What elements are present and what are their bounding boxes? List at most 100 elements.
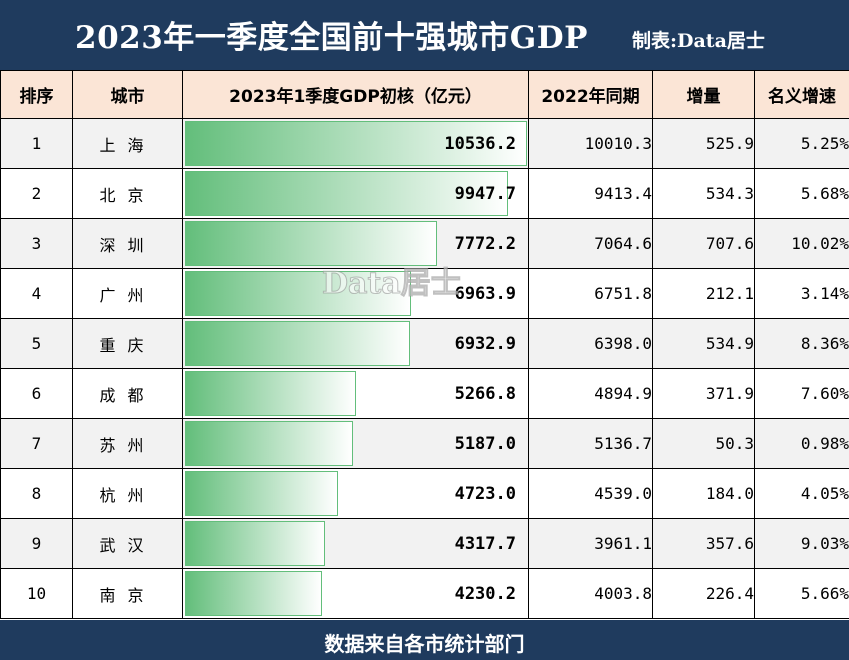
increase-cell: 212.1 — [652, 268, 755, 319]
increase-cell: 357.6 — [652, 518, 755, 569]
table-row: 4 广州 6963.9 6751.8 212.1 3.14% — [0, 268, 849, 319]
table-header-row: 排序 城市 2023年1季度GDP初核（亿元） 2022年同期 增量 名义增速 — [0, 70, 849, 119]
city-cell: 苏州 — [72, 418, 183, 469]
growth-rate-cell: 9.03% — [754, 518, 849, 569]
table-row: 1 上海 10536.2 10010.3 525.9 5.25% — [0, 118, 849, 169]
column-header-rank: 排序 — [0, 70, 73, 119]
increase-cell: 226.4 — [652, 568, 755, 619]
gdp-value-label: 4317.7 — [454, 533, 516, 554]
growth-rate-cell: 0.98% — [754, 418, 849, 469]
gdp-bar — [185, 421, 353, 466]
gdp-value-label: 4230.2 — [454, 583, 516, 604]
gdp-2022-cell: 7064.6 — [528, 218, 653, 269]
table-row: 7 苏州 5187.0 5136.7 50.3 0.98% — [0, 418, 849, 469]
maker-credit: 制表:Data居士 — [632, 30, 765, 52]
footer-banner: 数据来自各市统计部门 — [0, 620, 849, 660]
gdp-cell: 9947.7 — [182, 168, 529, 219]
rank-cell: 1 — [0, 118, 73, 169]
gdp-bar — [185, 321, 410, 366]
city-cell: 深圳 — [72, 218, 183, 269]
table-row: 9 武汉 4317.7 3961.1 357.6 9.03% — [0, 518, 849, 569]
rank-cell: 6 — [0, 368, 73, 419]
rank-cell: 2 — [0, 168, 73, 219]
gdp-bar — [185, 221, 437, 266]
city-cell: 武汉 — [72, 518, 183, 569]
gdp-bar — [185, 271, 411, 316]
gdp-2022-cell: 4894.9 — [528, 368, 653, 419]
gdp-cell: 7772.2 — [182, 218, 529, 269]
city-cell: 上海 — [72, 118, 183, 169]
city-cell: 重庆 — [72, 318, 183, 369]
gdp-bar — [185, 171, 508, 216]
rank-cell: 5 — [0, 318, 73, 369]
column-header-increase: 增量 — [652, 70, 755, 119]
increase-cell: 534.9 — [652, 318, 755, 369]
data-source-note: 数据来自各市统计部门 — [324, 632, 525, 656]
gdp-cell: 4317.7 — [182, 518, 529, 569]
gdp-cell: 5187.0 — [182, 418, 529, 469]
rank-cell: 3 — [0, 218, 73, 269]
gdp-value-label: 6932.9 — [454, 333, 516, 354]
title-banner: 2023年一季度全国前十强城市GDP 制表:Data居士 — [0, 0, 849, 70]
city-cell: 北京 — [72, 168, 183, 219]
growth-rate-cell: 5.25% — [754, 118, 849, 169]
gdp-cell: 6932.9 — [182, 318, 529, 369]
gdp-cell: 5266.8 — [182, 368, 529, 419]
table-row: 2 北京 9947.7 9413.4 534.3 5.68% — [0, 168, 849, 219]
gdp-value-label: 5266.8 — [454, 383, 516, 404]
city-cell: 成都 — [72, 368, 183, 419]
growth-rate-cell: 8.36% — [754, 318, 849, 369]
rank-cell: 7 — [0, 418, 73, 469]
gdp-2022-cell: 4003.8 — [528, 568, 653, 619]
column-header-growth-rate: 名义增速 — [754, 70, 849, 119]
gdp-table: 排序 城市 2023年1季度GDP初核（亿元） 2022年同期 增量 名义增速 … — [0, 70, 849, 619]
growth-rate-cell: 4.05% — [754, 468, 849, 519]
growth-rate-cell: 7.60% — [754, 368, 849, 419]
increase-cell: 50.3 — [652, 418, 755, 469]
growth-rate-cell: 3.14% — [754, 268, 849, 319]
table-row: 5 重庆 6932.9 6398.0 534.9 8.36% — [0, 318, 849, 369]
gdp-cell: 6963.9 — [182, 268, 529, 319]
table-row: 6 成都 5266.8 4894.9 371.9 7.60% — [0, 368, 849, 419]
gdp-cell: 10536.2 — [182, 118, 529, 169]
gdp-value-label: 6963.9 — [454, 283, 516, 304]
gdp-cell: 4723.0 — [182, 468, 529, 519]
city-cell: 杭州 — [72, 468, 183, 519]
gdp-cell: 4230.2 — [182, 568, 529, 619]
gdp-bar — [185, 121, 527, 166]
rank-cell: 4 — [0, 268, 73, 319]
gdp-2022-cell: 3961.1 — [528, 518, 653, 569]
gdp-2022-cell: 6751.8 — [528, 268, 653, 319]
growth-rate-cell: 10.02% — [754, 218, 849, 269]
gdp-value-label: 5187.0 — [454, 433, 516, 454]
city-cell: 广州 — [72, 268, 183, 319]
growth-rate-cell: 5.68% — [754, 168, 849, 219]
increase-cell: 184.0 — [652, 468, 755, 519]
gdp-2022-cell: 9413.4 — [528, 168, 653, 219]
gdp-value-label: 7772.2 — [454, 233, 516, 254]
rank-cell: 10 — [0, 568, 73, 619]
column-header-city: 城市 — [72, 70, 183, 119]
rank-cell: 8 — [0, 468, 73, 519]
gdp-bar — [185, 471, 338, 516]
gdp-bar — [185, 571, 322, 616]
gdp-2022-cell: 10010.3 — [528, 118, 653, 169]
gdp-value-label: 4723.0 — [454, 483, 516, 504]
gdp-bar — [185, 371, 356, 416]
chart-title: 2023年一季度全国前十强城市GDP — [75, 20, 588, 56]
growth-rate-cell: 5.66% — [754, 568, 849, 619]
table-row: 10 南京 4230.2 4003.8 226.4 5.66% — [0, 568, 849, 619]
gdp-2022-cell: 4539.0 — [528, 468, 653, 519]
gdp-2022-cell: 5136.7 — [528, 418, 653, 469]
increase-cell: 525.9 — [652, 118, 755, 169]
city-cell: 南京 — [72, 568, 183, 619]
rank-cell: 9 — [0, 518, 73, 569]
gdp-bar — [185, 521, 325, 566]
gdp-value-label: 9947.7 — [454, 183, 516, 204]
table-row: 3 深圳 7772.2 7064.6 707.6 10.02% — [0, 218, 849, 269]
table-row: 8 杭州 4723.0 4539.0 184.0 4.05% — [0, 468, 849, 519]
increase-cell: 534.3 — [652, 168, 755, 219]
gdp-value-label: 10536.2 — [444, 133, 516, 154]
increase-cell: 371.9 — [652, 368, 755, 419]
column-header-gdp-2022: 2022年同期 — [528, 70, 653, 119]
